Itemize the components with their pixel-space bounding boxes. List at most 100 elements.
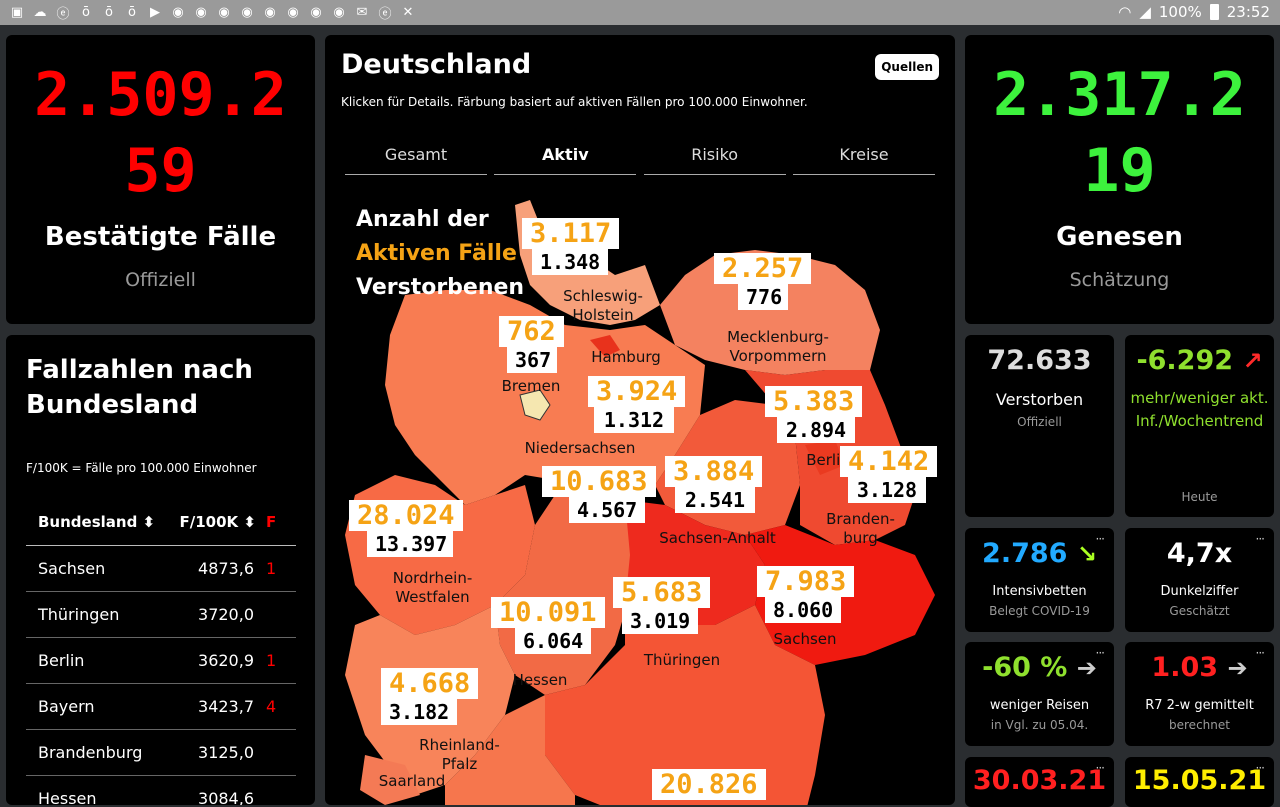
dark-figure-tile[interactable]: ··· 4,7x Dunkelziffer Geschätzt bbox=[1125, 528, 1274, 632]
active-count: 3.884 bbox=[665, 456, 763, 487]
label-sachsen-anhalt-north[interactable]: 10.683 4.567 bbox=[542, 466, 656, 523]
region-berlin[interactable] bbox=[805, 440, 845, 475]
state-table: Bundesland ⬍ F/100K ⬍ F Sachsen 4873,6 1 T… bbox=[26, 500, 296, 805]
battery-icon bbox=[1209, 4, 1219, 20]
label-bremen[interactable]: 762 367 bbox=[499, 316, 564, 373]
confirmed-number-line2: 59 bbox=[124, 136, 197, 206]
tab-kreise[interactable]: Kreise bbox=[792, 145, 935, 175]
confirmed-number-line1: 2.509.2 bbox=[34, 60, 287, 130]
active-count: 7.983 bbox=[757, 566, 855, 597]
recovered-card[interactable]: 2.317.2 19 Genesen Schätzung bbox=[965, 35, 1274, 324]
travel-value: -60 % ➔ bbox=[982, 652, 1097, 683]
icu-tile[interactable]: ··· 2.786 ↘ Intensivbetten Belegt COVID-… bbox=[965, 528, 1114, 632]
death-count: 4.567 bbox=[569, 497, 645, 523]
deaths-tile[interactable]: 72.633 Verstorben Offiziell bbox=[965, 335, 1114, 517]
r-value-sub: berechnet bbox=[1169, 718, 1230, 732]
region-baden-wuerttemberg[interactable] bbox=[445, 695, 575, 805]
header-f100k[interactable]: F/100K ⬍ bbox=[156, 500, 266, 546]
quellen-button[interactable]: Quellen bbox=[875, 54, 939, 80]
label-brandenburg[interactable]: 4.142 3.128 bbox=[840, 446, 938, 503]
date-value-2: 15.05.21 bbox=[1132, 765, 1267, 796]
row-name: Sachsen bbox=[26, 545, 156, 592]
row-value: 3125,0 bbox=[156, 729, 266, 776]
label-sachsen[interactable]: 7.983 8.060 bbox=[757, 566, 855, 623]
legend-line3: Verstorbenen bbox=[356, 275, 525, 301]
tab-risiko[interactable]: Risiko bbox=[643, 145, 786, 175]
app-icon: ◉ bbox=[172, 4, 184, 20]
region-bayern[interactable] bbox=[545, 605, 825, 805]
more-icon[interactable]: ··· bbox=[1095, 646, 1106, 660]
death-count: 367 bbox=[507, 347, 557, 373]
trend-sub: Heute bbox=[1181, 490, 1218, 504]
icu-value: 2.786 ↘ bbox=[982, 538, 1097, 569]
region-bremen[interactable] bbox=[519, 389, 551, 421]
map-legend: Anzahl der Aktiven Fälle Verstorbenen bbox=[356, 203, 524, 305]
death-count: 3.019 bbox=[622, 608, 698, 634]
label-niedersachsen[interactable]: 3.924 1.312 bbox=[588, 376, 686, 433]
app-icon: ◉ bbox=[264, 4, 276, 20]
table-title-line1: Fallzahlen nach bbox=[26, 355, 253, 385]
more-icon[interactable]: ··· bbox=[1255, 532, 1266, 546]
table-note: F/100K = Fälle pro 100.000 Einwohner bbox=[26, 461, 257, 475]
travel-tile[interactable]: ··· -60 % ➔ weniger Reisen in Vgl. zu 05… bbox=[965, 642, 1114, 746]
map-tabs: Gesamt Aktiv Risiko Kreise bbox=[345, 145, 935, 175]
header-f[interactable]: F bbox=[266, 500, 296, 546]
r-value: 1.03 ➔ bbox=[1151, 652, 1248, 683]
more-icon[interactable]: ··· bbox=[1255, 646, 1266, 660]
travel-sub: in Vgl. zu 05.04. bbox=[990, 718, 1089, 732]
date-tile-1[interactable]: ··· 30.03.21 bbox=[965, 757, 1114, 807]
row-name: Hessen bbox=[26, 775, 156, 805]
table-row[interactable]: Thüringen 3720,0 bbox=[26, 591, 296, 638]
row-name: Brandenburg bbox=[26, 729, 156, 776]
confirmed-title: Bestätigte Fälle bbox=[44, 222, 277, 252]
date-tile-2[interactable]: ··· 15.05.21 bbox=[1125, 757, 1274, 807]
label-mecklenburg-vorpommern[interactable]: 2.257 776 bbox=[714, 253, 812, 310]
label-berlin[interactable]: 5.383 2.894 bbox=[765, 386, 863, 443]
label-rheinland-pfalz[interactable]: 4.668 3.182 bbox=[381, 668, 479, 725]
row-value: 3084,6 bbox=[156, 775, 266, 805]
deaths-sub: Offiziell bbox=[1017, 415, 1062, 429]
table-header-row: Bundesland ⬍ F/100K ⬍ F bbox=[26, 500, 296, 546]
table-row[interactable]: Hessen 3084,6 bbox=[26, 775, 296, 805]
label-schleswig-holstein[interactable]: 3.117 1.348 bbox=[522, 218, 620, 275]
table-row[interactable]: Berlin 3620,9 1 bbox=[26, 637, 296, 684]
state-name-bremen: Bremen bbox=[501, 377, 561, 395]
label-hessen[interactable]: 10.091 6.064 bbox=[491, 597, 605, 654]
label-nordrhein-westfalen[interactable]: 28.024 13.397 bbox=[349, 500, 463, 557]
active-count: 5.683 bbox=[613, 577, 711, 608]
table-row[interactable]: Bayern 3423,7 4 bbox=[26, 683, 296, 730]
header-bundesland[interactable]: Bundesland ⬍ bbox=[26, 500, 156, 546]
active-count: 20.826 bbox=[652, 769, 766, 800]
tomato-icon: ō bbox=[105, 4, 113, 20]
confirmed-cases-card[interactable]: 2.509.2 59 Bestätigte Fälle Offiziell bbox=[6, 35, 315, 324]
map-card: Deutschland Quellen Klicken für Details.… bbox=[325, 35, 955, 805]
tomato-icon: ō bbox=[128, 4, 136, 20]
arrow-down-right-icon: ↘ bbox=[1076, 540, 1097, 568]
state-name-saarland: Saarland bbox=[378, 772, 446, 790]
tab-aktiv[interactable]: Aktiv bbox=[494, 145, 637, 175]
table-row[interactable]: Brandenburg 3125,0 bbox=[26, 729, 296, 776]
death-count: 2.541 bbox=[675, 487, 755, 513]
more-icon[interactable]: ··· bbox=[1095, 761, 1106, 775]
app-icon: ◉ bbox=[195, 4, 207, 20]
active-count: 10.091 bbox=[491, 597, 605, 628]
region-saarland[interactable] bbox=[360, 755, 420, 805]
region-hamburg[interactable] bbox=[590, 335, 620, 357]
confirmed-subtitle: Offiziell bbox=[125, 269, 196, 291]
more-icon[interactable]: ··· bbox=[1095, 532, 1106, 546]
trend-tile[interactable]: -6.292 ↗ mehr/weniger akt. Inf./Wochentr… bbox=[1125, 335, 1274, 517]
travel-label: weniger Reisen bbox=[989, 698, 1090, 713]
label-sachsen-anhalt[interactable]: 3.884 2.541 bbox=[665, 456, 763, 513]
tomato-icon: ō bbox=[82, 4, 90, 20]
label-bayern[interactable]: 20.826 bbox=[652, 769, 766, 800]
state-name-sachsen: Sachsen bbox=[773, 630, 837, 648]
sort-icon: ⬍ bbox=[243, 513, 256, 532]
table-row[interactable]: Sachsen 4873,6 1 bbox=[26, 545, 296, 592]
tab-gesamt[interactable]: Gesamt bbox=[345, 145, 487, 175]
death-count: 1.312 bbox=[594, 407, 674, 433]
row-extra bbox=[266, 591, 296, 638]
r-value-tile[interactable]: ··· 1.03 ➔ R7 2-w gemittelt berechnet bbox=[1125, 642, 1274, 746]
death-count: 1.348 bbox=[532, 249, 608, 275]
more-icon[interactable]: ··· bbox=[1255, 761, 1266, 775]
label-thueringen[interactable]: 5.683 3.019 bbox=[613, 577, 711, 634]
